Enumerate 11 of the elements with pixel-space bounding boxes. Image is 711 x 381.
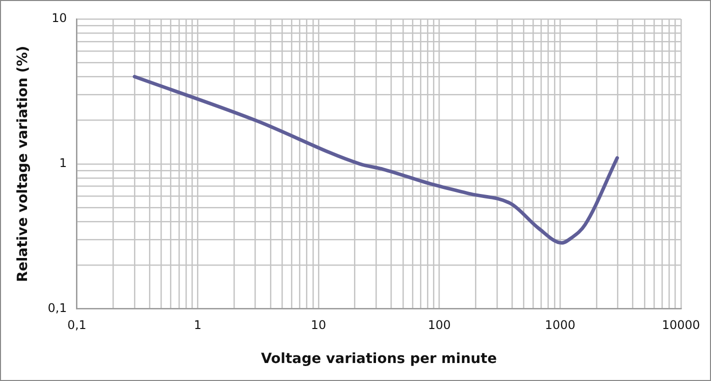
- x-axis-title: Voltage variations per minute: [260, 351, 497, 368]
- x-tick-label: 10: [310, 318, 326, 332]
- y-tick-label: 1: [59, 156, 67, 170]
- x-tick-label: 1: [194, 318, 202, 332]
- y-tick-label: 0,1: [48, 300, 67, 315]
- y-tick-label: 10: [52, 11, 67, 26]
- x-tick-label: 100: [428, 318, 451, 332]
- y-axis-title: Relative voltage variation (%): [15, 46, 32, 282]
- x-tick-label: 1000: [544, 318, 576, 332]
- x-tick-label: 0,1: [67, 318, 86, 332]
- x-tick-label: 10000: [662, 318, 700, 332]
